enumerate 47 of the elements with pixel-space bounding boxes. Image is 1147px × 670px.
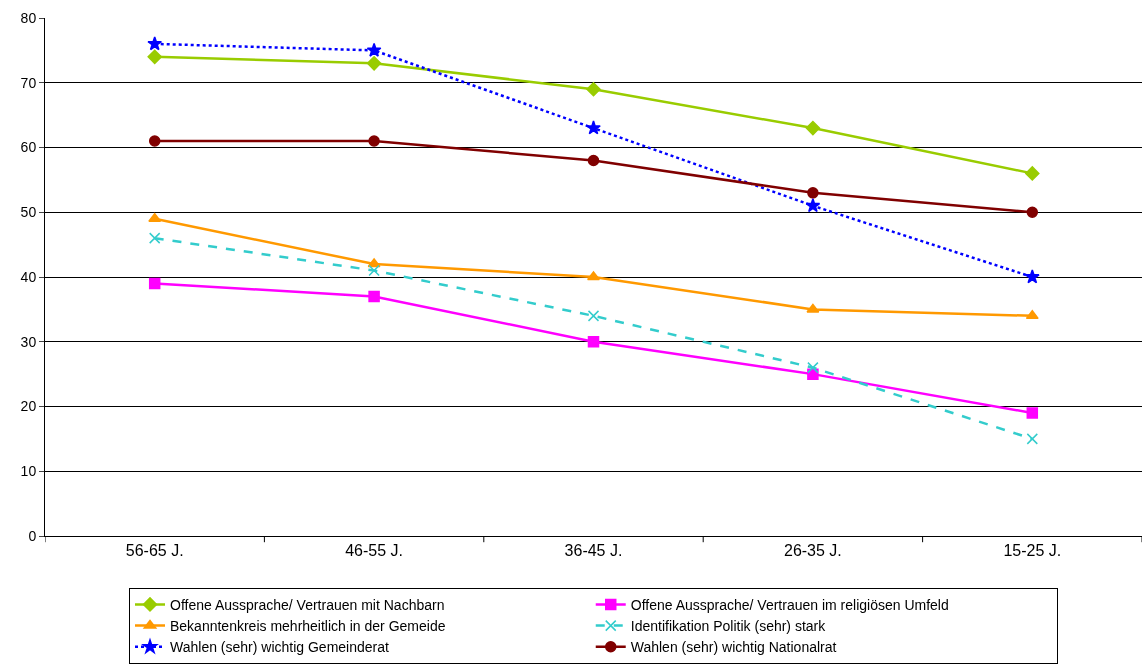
legend-label: Offene Aussprache/ Vertrauen mit Nachbarn	[170, 596, 445, 613]
point	[807, 361, 819, 374]
point	[148, 277, 161, 290]
y-tick-label: 40	[20, 268, 37, 285]
legend-label: Offene Aussprache/ Vertrauen im religiösen Umfeld	[630, 596, 949, 613]
point	[366, 56, 382, 71]
point	[1025, 166, 1040, 181]
point	[807, 187, 819, 199]
y-tick-label: 70	[20, 74, 37, 91]
y-tick-label: 80	[20, 9, 37, 26]
legend-label: Wahlen (sehr) wichtig Gemeinderat	[170, 639, 390, 656]
y-tick-label: 20	[20, 398, 37, 415]
x-tick-label: 15-25 J.	[1003, 542, 1062, 560]
x-tick-label: 46-55 J.	[345, 542, 404, 560]
point	[805, 198, 821, 213]
point	[586, 81, 601, 97]
x-tick-label: 56-65 J.	[125, 542, 184, 560]
point	[148, 212, 162, 222]
point	[1026, 206, 1039, 218]
legend-label: Bekanntenkreis mehrheitlich in der Gemeide	[170, 618, 446, 635]
point	[148, 232, 161, 244]
x-tick-label: 26-35 J.	[783, 542, 842, 560]
point	[1026, 433, 1039, 445]
point	[147, 36, 163, 51]
point	[806, 303, 820, 313]
point	[587, 310, 600, 322]
y-tick-label: 30	[20, 333, 37, 350]
y-tick-label: 50	[20, 204, 37, 221]
point	[368, 264, 380, 277]
point	[368, 290, 380, 303]
x-tick-label: 36-45 J.	[564, 542, 623, 560]
point	[1025, 310, 1039, 320]
point	[1026, 407, 1039, 419]
point	[587, 336, 600, 348]
y-tick-label: 60	[20, 139, 37, 156]
point	[368, 135, 380, 147]
legend-label: Identifikation Politik (sehr) stark	[630, 618, 827, 635]
point	[148, 135, 161, 147]
point	[805, 120, 821, 136]
point	[1024, 269, 1040, 284]
y-tick-label: 0	[28, 527, 37, 544]
point	[586, 120, 601, 135]
point	[587, 154, 600, 167]
point	[366, 42, 382, 57]
point	[147, 49, 162, 65]
legend-label: Wahlen (sehr) wichtig Nationalrat	[630, 639, 837, 656]
y-tick-label: 10	[20, 463, 37, 480]
